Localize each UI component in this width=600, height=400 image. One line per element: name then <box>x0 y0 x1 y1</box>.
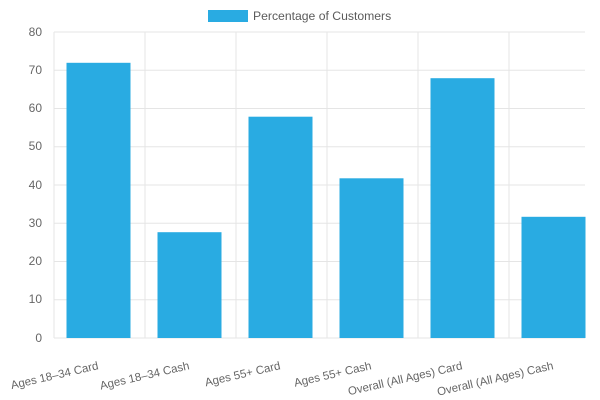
svg-text:70: 70 <box>29 63 43 77</box>
svg-text:30: 30 <box>29 216 43 230</box>
svg-text:Ages 18–34 Cash: Ages 18–34 Cash <box>99 360 191 392</box>
svg-text:80: 80 <box>29 25 43 39</box>
svg-text:Ages 18–34 Card: Ages 18–34 Card <box>10 360 100 392</box>
svg-text:0: 0 <box>35 331 42 345</box>
svg-text:60: 60 <box>29 101 43 115</box>
svg-text:10: 10 <box>29 292 43 306</box>
svg-text:50: 50 <box>29 139 43 153</box>
svg-text:Ages 55+ Card: Ages 55+ Card <box>204 360 282 389</box>
svg-text:40: 40 <box>29 178 43 192</box>
svg-text:20: 20 <box>29 254 43 268</box>
